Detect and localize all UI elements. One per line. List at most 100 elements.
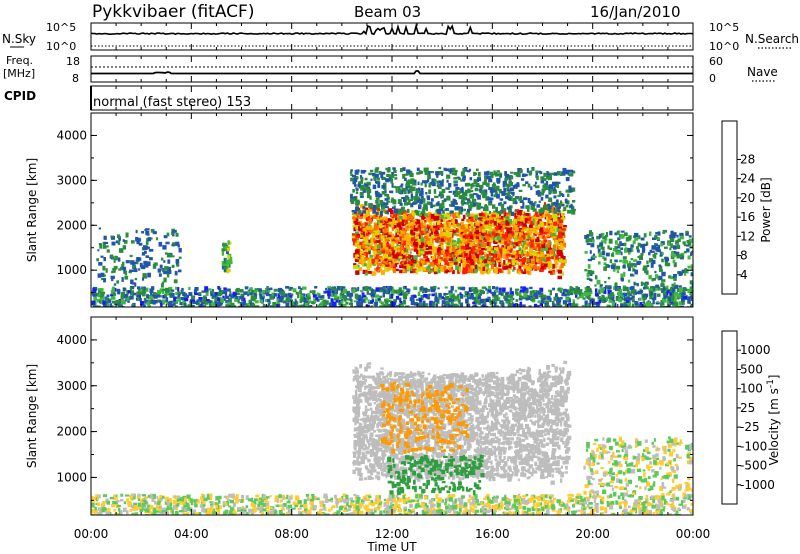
heat-cell xyxy=(558,223,563,227)
heat-cell xyxy=(460,224,465,230)
heat-cell xyxy=(602,246,605,251)
heat-cell xyxy=(449,203,454,207)
heat-cell xyxy=(418,170,422,175)
heat-cell xyxy=(376,203,381,208)
heat-cell xyxy=(384,221,388,225)
heat-cell xyxy=(515,172,519,177)
heat-cell xyxy=(441,188,446,194)
heat-cell xyxy=(428,189,432,194)
heat-cell xyxy=(171,243,174,247)
heat-cell xyxy=(100,255,104,258)
heat-cell xyxy=(555,199,559,204)
heat-cell xyxy=(658,286,661,291)
heat-cell xyxy=(594,292,599,296)
heat-cell xyxy=(413,195,418,200)
heat-cell xyxy=(253,293,258,296)
heat-cell xyxy=(377,181,381,185)
heat-cell xyxy=(467,199,471,204)
heat-cell xyxy=(115,300,120,304)
heat-cell xyxy=(560,200,563,205)
heat-cell xyxy=(398,241,402,244)
heat-cell xyxy=(388,234,392,238)
heat-cell xyxy=(290,287,293,290)
heat-cell xyxy=(497,268,502,273)
heat-cell xyxy=(473,193,478,196)
heat-cell xyxy=(398,186,401,189)
heat-cell xyxy=(546,206,550,211)
heat-cell xyxy=(162,299,166,304)
heat-cell xyxy=(384,300,388,304)
heat-cell xyxy=(405,246,409,249)
heat-cell xyxy=(437,287,440,290)
heat-cell xyxy=(560,173,563,176)
heat-cell xyxy=(471,182,474,188)
heat-cell xyxy=(541,258,546,262)
heat-cell xyxy=(236,287,240,293)
heat-cell xyxy=(481,263,485,267)
heat-cell xyxy=(448,190,452,193)
heat-cell xyxy=(562,259,567,264)
heat-cell xyxy=(432,182,436,187)
heat-cell xyxy=(395,295,400,300)
heat-cell xyxy=(402,167,406,171)
heat-cell xyxy=(668,297,671,302)
heat-cell xyxy=(107,299,112,303)
heat-cell xyxy=(441,236,445,242)
heat-cell xyxy=(134,277,138,281)
heat-cell xyxy=(602,236,607,240)
heat-cell xyxy=(400,211,405,215)
heat-cell xyxy=(596,235,601,240)
heat-cell xyxy=(548,187,551,192)
heat-cell xyxy=(569,188,573,193)
heat-cell xyxy=(414,241,419,247)
heat-cell xyxy=(396,245,400,249)
heat-cell xyxy=(447,266,452,270)
heat-cell xyxy=(562,300,568,305)
heat-cell xyxy=(363,297,368,300)
heat-cell xyxy=(421,223,425,228)
heat-cell xyxy=(102,265,106,271)
heat-cell xyxy=(438,292,442,298)
heat-cell xyxy=(395,218,399,221)
heat-cell xyxy=(578,289,583,293)
heat-cell xyxy=(552,217,556,220)
heat-cell xyxy=(241,295,245,299)
heat-cell xyxy=(137,296,140,301)
heat-cell xyxy=(144,276,148,279)
heat-cell xyxy=(529,200,532,205)
heat-cell xyxy=(426,265,431,270)
heat-cell xyxy=(105,268,108,273)
heat-cell xyxy=(377,298,381,301)
heat-cell xyxy=(382,243,387,248)
heat-cell xyxy=(603,290,607,294)
heat-cell xyxy=(200,302,204,305)
heat-cell xyxy=(565,204,569,208)
heat-cell xyxy=(628,297,633,301)
heat-cell xyxy=(162,245,167,250)
heat-cell xyxy=(391,212,395,217)
heat-cell xyxy=(244,286,249,289)
heat-cell xyxy=(160,283,164,288)
heat-cell xyxy=(514,197,519,200)
heat-cell xyxy=(638,235,641,240)
heat-cell xyxy=(433,266,438,272)
heat-cell xyxy=(177,244,180,248)
heat-cell xyxy=(466,202,470,205)
heat-cell xyxy=(472,286,475,289)
heat-cell xyxy=(507,296,510,299)
heat-cell xyxy=(420,237,425,242)
heat-cell xyxy=(392,266,397,269)
heat-cell xyxy=(450,301,453,305)
heat-cell xyxy=(679,287,684,293)
heat-cell xyxy=(534,181,537,185)
heat-cell xyxy=(486,170,490,176)
heat-cell xyxy=(548,235,554,238)
heat-cell xyxy=(518,259,522,262)
heat-cell xyxy=(364,239,369,245)
heat-cell xyxy=(558,304,563,307)
heat-cell xyxy=(668,275,672,279)
heat-cell xyxy=(416,249,419,255)
heat-cell xyxy=(543,239,548,243)
heat-cell xyxy=(451,202,455,207)
heat-cell xyxy=(102,245,107,249)
